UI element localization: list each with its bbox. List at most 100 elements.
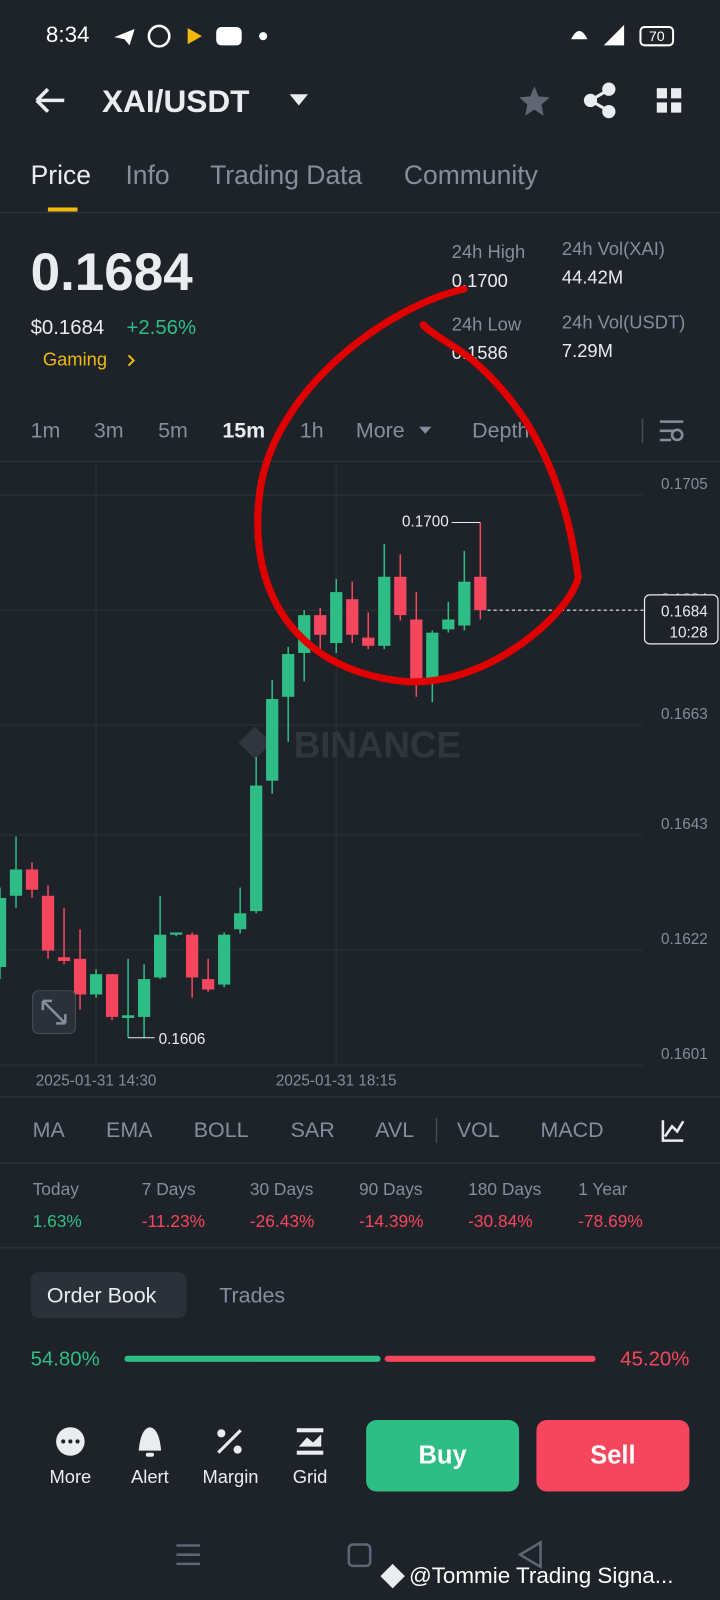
interval[interactable]: 15m	[222, 418, 265, 442]
ask-ratio: 45.20%	[620, 1348, 689, 1370]
tab[interactable]: Trading Data	[210, 160, 362, 190]
action-label[interactable]: Alert	[131, 1466, 169, 1487]
bid-ratio: 54.80%	[31, 1348, 100, 1370]
actions: More Alert Margin Grid	[49, 1466, 327, 1487]
candle-body	[330, 592, 343, 644]
candle-body	[474, 576, 487, 611]
y-tick-label: 0.1705	[661, 476, 708, 493]
stat-value: 44.42M	[562, 267, 623, 288]
ratio-bar	[124, 1355, 596, 1362]
x-tick-label: 2025-01-31 14:30	[36, 1073, 157, 1090]
candle-body	[362, 637, 375, 646]
bid-bar	[124, 1355, 381, 1362]
nav-back[interactable]	[517, 1540, 542, 1570]
grid-button[interactable]	[656, 88, 682, 113]
share-button[interactable]	[583, 82, 616, 119]
y-tick-label: 0.1643	[661, 816, 708, 833]
nav-menu[interactable]	[176, 1544, 200, 1566]
interval[interactable]: More	[356, 418, 405, 442]
action-label[interactable]: Margin	[202, 1466, 258, 1487]
hand-drawn-circle	[254, 285, 582, 686]
indicator[interactable]: BOLL	[194, 1118, 249, 1142]
y-tick-label: 0.1663	[661, 706, 708, 723]
candle-body	[250, 785, 263, 912]
candlestick-chart: BINANCE 0.1705 0.1684 0.1663 0.1643 0.1622 0.…	[0, 461, 719, 1090]
indicator[interactable]: VOL	[457, 1118, 500, 1142]
indicator-settings[interactable]	[661, 1120, 685, 1142]
chart-watermark: BINANCE	[238, 725, 461, 766]
last-price-label: 0.1684	[661, 603, 708, 620]
period-label: 30 Days	[250, 1179, 314, 1199]
stat-value: 7.29M	[562, 340, 613, 361]
action-label[interactable]: Grid	[293, 1466, 328, 1487]
period-label: 180 Days	[468, 1179, 542, 1199]
period-label: 1 Year	[578, 1179, 627, 1199]
y-tick-label: 0.1601	[661, 1046, 708, 1063]
watermark-logo	[380, 1563, 405, 1589]
buy-button[interactable]	[366, 1420, 520, 1492]
stat-label: 24h Vol(USDT)	[562, 312, 685, 333]
last-price-box	[643, 594, 719, 645]
candle-body	[105, 974, 119, 1017]
back-button[interactable]	[35, 87, 65, 113]
candle-body	[186, 934, 199, 978]
interval[interactable]: 1m	[31, 418, 61, 442]
expand-button[interactable]	[32, 990, 76, 1035]
candle-body	[378, 576, 391, 646]
trades-tab[interactable]: Trades	[219, 1283, 285, 1307]
high-label: 0.1700	[402, 514, 449, 531]
intervals: 1m 3m 5m 15m 1h More Depth	[31, 418, 530, 442]
sell-button[interactable]	[536, 1420, 690, 1492]
stat-label: 24h Vol(XAI)	[562, 238, 665, 259]
low-label: 0.1606	[159, 1031, 206, 1048]
candle-body	[442, 619, 455, 630]
pair-dropdown[interactable]	[289, 94, 308, 106]
period-change: 1.63%	[33, 1211, 82, 1231]
category-tag[interactable]: Gaming	[43, 348, 107, 369]
watermark: @Tommie Trading Signa...	[409, 1563, 674, 1588]
pair-title[interactable]: XAI/USDT	[102, 83, 250, 119]
interval[interactable]: 3m	[94, 418, 124, 442]
battery	[639, 25, 675, 47]
action-icons	[56, 1427, 324, 1457]
more-caret	[419, 426, 432, 434]
x-tick-label: 2025-01-31 18:15	[276, 1073, 397, 1090]
interval[interactable]: 5m	[158, 418, 188, 442]
period-label: 90 Days	[359, 1179, 423, 1199]
chart-settings[interactable]	[659, 420, 684, 442]
indicator[interactable]: MACD	[541, 1118, 604, 1142]
period-label: 7 Days	[142, 1179, 196, 1199]
candle-body	[202, 979, 215, 990]
indicator[interactable]: EMA	[106, 1118, 153, 1142]
tab[interactable]: Price	[31, 160, 91, 190]
buy-label[interactable]: Buy	[419, 1442, 468, 1470]
candle-body	[218, 934, 231, 985]
interval[interactable]: Depth	[472, 418, 529, 442]
nav-home[interactable]	[347, 1543, 372, 1568]
indicator[interactable]: AVL	[375, 1118, 414, 1142]
candle-body	[153, 934, 167, 978]
period-label: Today	[33, 1179, 80, 1199]
order-book-tab[interactable]: Order Book	[47, 1283, 157, 1307]
candle-body	[234, 913, 247, 930]
candle-body	[394, 576, 407, 616]
tab[interactable]: Info	[125, 160, 169, 190]
interval[interactable]: 1h	[300, 418, 324, 442]
sell-label[interactable]: Sell	[590, 1442, 635, 1470]
indicator[interactable]: SAR	[291, 1118, 335, 1142]
tab[interactable]: Community	[404, 160, 539, 190]
last-price: 0.1684	[31, 243, 194, 302]
candle-body	[9, 869, 23, 896]
candle-body	[73, 958, 87, 995]
battery-level: 70	[649, 29, 665, 45]
period-change: -14.39%	[359, 1211, 424, 1231]
favorite-button[interactable]	[519, 86, 550, 116]
action-label[interactable]: More	[49, 1466, 91, 1487]
price-change: +2.56%	[126, 317, 196, 339]
indicator[interactable]: MA	[33, 1118, 66, 1142]
watermark-text: BINANCE	[294, 725, 461, 766]
period-change: -26.43%	[250, 1211, 315, 1231]
